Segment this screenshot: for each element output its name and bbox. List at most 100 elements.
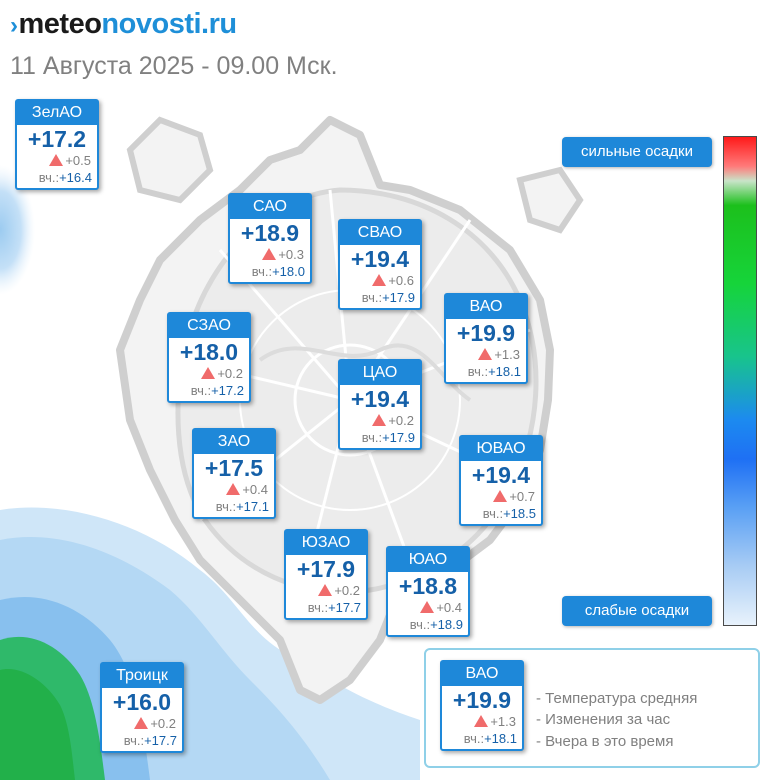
triangle-up-icon — [493, 490, 508, 502]
hourly-change: +0.4 — [194, 482, 274, 498]
legend-item-yesterday: - Вчера в это время — [536, 733, 674, 750]
site-logo: ›meteonovosti.ru — [10, 8, 237, 41]
legend-box: ВАО +19.9 +1.3 вч.:+18.1 - Температура с… — [424, 648, 760, 768]
temperature-value: +17.2 — [27, 126, 87, 152]
hourly-change: +0.2 — [169, 366, 249, 382]
district-name: ЮЗАО — [286, 531, 366, 555]
district-name: Троицк — [102, 664, 182, 688]
yesterday-label: вч.: — [38, 170, 60, 185]
yesterday-value: +18.0 — [272, 264, 305, 279]
yesterday-value: +18.5 — [503, 506, 536, 521]
district-name: ЦАО — [340, 361, 420, 385]
yesterday-row: вч.:+17.9 — [340, 429, 420, 448]
yesterday-value: +18.1 — [488, 364, 521, 379]
yesterday-row: вч.:+18.5 — [461, 505, 541, 524]
district-card-yuao: ЮАО +18.8 +0.4 вч.:+18.9 — [386, 546, 470, 637]
temperature-value: +18.8 — [398, 573, 458, 599]
district-name: ЗелАО — [17, 101, 97, 125]
yesterday-label: вч.: — [123, 733, 145, 748]
hourly-change: +0.3 — [230, 247, 310, 263]
district-card-zao: ЗАО +17.5 +0.4 вч.:+17.1 — [192, 428, 276, 519]
yesterday-value: +17.9 — [382, 430, 415, 445]
hourly-change-value: +1.3 — [494, 347, 520, 362]
precipitation-color-scale — [723, 136, 757, 626]
district-card-vao: ВАО +19.9 +1.3 вч.:+18.1 — [444, 293, 528, 384]
legend-item-hourly-change: - Изменения за час — [536, 711, 671, 728]
yesterday-value: +17.2 — [211, 383, 244, 398]
yesterday-label: вч.: — [190, 383, 212, 398]
yesterday-label: вч.: — [307, 600, 329, 615]
yesterday-row: вч.:+17.1 — [194, 498, 274, 517]
logo-chevron-icon: › — [10, 12, 18, 39]
date-time-subtitle: 11 Августа 2025 - 09.00 Мск. — [10, 52, 338, 80]
temperature-value: +17.9 — [296, 556, 356, 582]
yesterday-label: вч.: — [361, 430, 383, 445]
triangle-up-icon — [372, 414, 387, 426]
temperature-value: +19.4 — [350, 246, 410, 272]
hourly-change-value: +0.4 — [436, 600, 462, 615]
temperature-value: +19.4 — [471, 462, 531, 488]
temperature-value: +19.9 — [456, 320, 516, 346]
temperature-value: +18.0 — [179, 339, 239, 365]
hourly-change: +0.6 — [340, 273, 420, 289]
district-name: ЮАО — [388, 548, 468, 572]
district-name: САО — [230, 195, 310, 219]
hourly-change-value: +0.2 — [217, 366, 243, 381]
yesterday-value: +17.7 — [144, 733, 177, 748]
hourly-change: +1.3 — [446, 347, 526, 363]
yesterday-label: вч.: — [463, 731, 485, 746]
hourly-change: +0.2 — [340, 413, 420, 429]
yesterday-row: вч.:+18.0 — [230, 263, 310, 282]
district-name: ВАО — [442, 662, 522, 686]
heavy-precip-label: сильные осадки — [562, 137, 712, 167]
yesterday-row: вч.:+18.1 — [446, 363, 526, 382]
district-card-yuzao: ЮЗАО +17.9 +0.2 вч.:+17.7 — [284, 529, 368, 620]
logo-part-meteo: meteo — [18, 8, 102, 40]
hourly-change-value: +0.3 — [278, 247, 304, 262]
triangle-up-icon — [318, 584, 333, 596]
district-name: СЗАО — [169, 314, 249, 338]
temperature-value: +16.0 — [112, 689, 172, 715]
district-name: ВАО — [446, 295, 526, 319]
yesterday-value: +17.1 — [236, 499, 269, 514]
temperature-value: +17.5 — [204, 455, 264, 481]
triangle-up-icon — [478, 348, 493, 360]
district-card-szao: СЗАО +18.0 +0.2 вч.:+17.2 — [167, 312, 251, 403]
district-card-sao: САО +18.9 +0.3 вч.:+18.0 — [228, 193, 312, 284]
legend-sample-card: ВАО +19.9 +1.3 вч.:+18.1 — [440, 660, 524, 751]
hourly-change: +0.7 — [461, 489, 541, 505]
yesterday-label: вч.: — [409, 617, 431, 632]
triangle-up-icon — [134, 717, 149, 729]
triangle-up-icon — [372, 274, 387, 286]
hourly-change: +0.2 — [102, 716, 182, 732]
triangle-up-icon — [49, 154, 64, 166]
temperature-value: +18.9 — [240, 220, 300, 246]
hourly-change: +1.3 — [442, 714, 522, 730]
hourly-change: +0.5 — [17, 153, 97, 169]
light-precip-label: слабые осадки — [562, 596, 712, 626]
triangle-up-icon — [262, 248, 277, 260]
hourly-change-value: +0.4 — [242, 482, 268, 497]
district-name: ЮВАО — [461, 437, 541, 461]
hourly-change-value: +1.3 — [490, 714, 516, 729]
yesterday-row: вч.:+17.7 — [286, 599, 366, 618]
yesterday-row: вч.:+16.4 — [17, 169, 97, 188]
yesterday-value: +18.9 — [430, 617, 463, 632]
triangle-up-icon — [420, 601, 435, 613]
triangle-up-icon — [201, 367, 216, 379]
yesterday-label: вч.: — [361, 290, 383, 305]
district-card-svao: СВАО +19.4 +0.6 вч.:+17.9 — [338, 219, 422, 310]
yesterday-row: вч.:+17.2 — [169, 382, 249, 401]
district-card-cao: ЦАО +19.4 +0.2 вч.:+17.9 — [338, 359, 422, 450]
yesterday-label: вч.: — [467, 364, 489, 379]
temperature-value: +19.4 — [350, 386, 410, 412]
yesterday-label: вч.: — [482, 506, 504, 521]
district-name: ЗАО — [194, 430, 274, 454]
district-card-troitsk: Троицк +16.0 +0.2 вч.:+17.7 — [100, 662, 184, 753]
yesterday-value: +16.4 — [59, 170, 92, 185]
hourly-change-value: +0.5 — [65, 153, 91, 168]
hourly-change-value: +0.7 — [509, 489, 535, 504]
district-card-yuvao: ЮВАО +19.4 +0.7 вч.:+18.5 — [459, 435, 543, 526]
hourly-change-value: +0.2 — [150, 716, 176, 731]
hourly-change: +0.2 — [286, 583, 366, 599]
